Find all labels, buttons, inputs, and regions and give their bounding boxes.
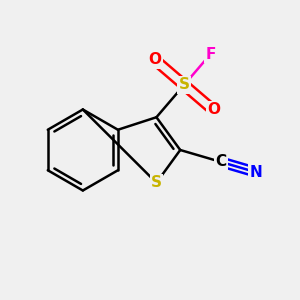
Text: F: F <box>205 47 216 62</box>
Text: S: S <box>178 77 190 92</box>
Text: C: C <box>215 154 226 169</box>
Text: N: N <box>250 165 262 180</box>
Text: O: O <box>207 103 220 118</box>
Text: S: S <box>151 175 162 190</box>
Text: O: O <box>148 52 161 68</box>
